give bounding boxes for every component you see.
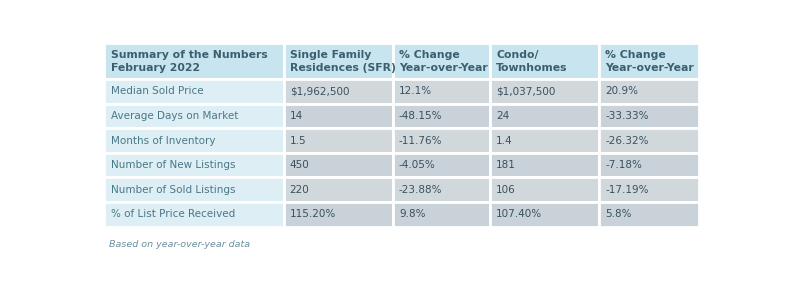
Text: $1,962,500: $1,962,500 xyxy=(290,86,349,96)
Text: 9.8%: 9.8% xyxy=(399,210,425,219)
Text: -33.33%: -33.33% xyxy=(605,111,649,121)
Text: 181: 181 xyxy=(496,160,516,170)
Bar xyxy=(104,177,283,202)
Bar xyxy=(490,79,599,104)
Text: 220: 220 xyxy=(290,185,310,195)
Bar xyxy=(283,128,392,153)
Bar xyxy=(392,202,490,227)
Bar xyxy=(104,153,283,177)
Bar xyxy=(490,43,599,79)
Bar xyxy=(392,177,490,202)
Bar xyxy=(392,43,490,79)
Text: 1.4: 1.4 xyxy=(496,135,513,146)
Text: 450: 450 xyxy=(290,160,310,170)
Bar xyxy=(599,153,700,177)
Bar xyxy=(490,153,599,177)
Text: -7.18%: -7.18% xyxy=(605,160,642,170)
Bar xyxy=(490,104,599,128)
Text: -11.76%: -11.76% xyxy=(399,135,443,146)
Text: 12.1%: 12.1% xyxy=(399,86,432,96)
Bar xyxy=(490,128,599,153)
Text: 106: 106 xyxy=(496,185,516,195)
Text: 1.5: 1.5 xyxy=(290,135,306,146)
Text: 107.40%: 107.40% xyxy=(496,210,542,219)
Text: -26.32%: -26.32% xyxy=(605,135,649,146)
Text: % Change
Year-over-Year: % Change Year-over-Year xyxy=(399,50,488,73)
Text: -23.88%: -23.88% xyxy=(399,185,443,195)
Bar xyxy=(104,79,283,104)
Bar xyxy=(490,202,599,227)
Bar xyxy=(104,202,283,227)
Bar xyxy=(104,43,283,79)
Bar xyxy=(283,43,392,79)
Bar xyxy=(104,128,283,153)
Bar xyxy=(599,202,700,227)
Text: Number of New Listings: Number of New Listings xyxy=(111,160,235,170)
Bar xyxy=(283,153,392,177)
Bar xyxy=(599,128,700,153)
Bar xyxy=(104,104,283,128)
Text: Summary of the Numbers
February 2022: Summary of the Numbers February 2022 xyxy=(111,50,267,73)
Bar xyxy=(599,177,700,202)
Text: % of List Price Received: % of List Price Received xyxy=(111,210,235,219)
Bar xyxy=(283,79,392,104)
Text: 115.20%: 115.20% xyxy=(290,210,336,219)
Text: Average Days on Market: Average Days on Market xyxy=(111,111,238,121)
Text: 20.9%: 20.9% xyxy=(605,86,638,96)
Bar xyxy=(392,79,490,104)
Text: 24: 24 xyxy=(496,111,509,121)
Text: Months of Inventory: Months of Inventory xyxy=(111,135,215,146)
Text: Based on year-over-year data: Based on year-over-year data xyxy=(109,240,251,249)
Bar xyxy=(490,177,599,202)
Bar xyxy=(599,79,700,104)
Text: $1,037,500: $1,037,500 xyxy=(496,86,556,96)
Bar xyxy=(283,177,392,202)
Bar xyxy=(599,104,700,128)
Text: -17.19%: -17.19% xyxy=(605,185,649,195)
Text: 5.8%: 5.8% xyxy=(605,210,632,219)
Bar xyxy=(283,104,392,128)
Bar xyxy=(392,104,490,128)
Text: -48.15%: -48.15% xyxy=(399,111,443,121)
Text: Median Sold Price: Median Sold Price xyxy=(111,86,203,96)
Bar xyxy=(283,202,392,227)
Bar xyxy=(392,128,490,153)
Text: % Change
Year-over-Year: % Change Year-over-Year xyxy=(605,50,694,73)
Text: Condo/
Townhomes: Condo/ Townhomes xyxy=(496,50,568,73)
Text: Number of Sold Listings: Number of Sold Listings xyxy=(111,185,235,195)
Text: -4.05%: -4.05% xyxy=(399,160,435,170)
Bar xyxy=(392,153,490,177)
Text: Single Family
Residences (SFR): Single Family Residences (SFR) xyxy=(290,50,396,73)
Text: 14: 14 xyxy=(290,111,303,121)
Bar xyxy=(599,43,700,79)
